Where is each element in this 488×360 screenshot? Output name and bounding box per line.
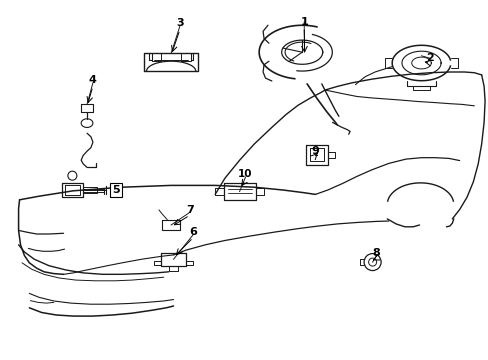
Text: 1: 1 bbox=[300, 17, 307, 27]
Text: 9: 9 bbox=[311, 146, 319, 156]
Text: 2: 2 bbox=[426, 53, 433, 63]
Text: 10: 10 bbox=[238, 168, 252, 179]
Text: 6: 6 bbox=[189, 227, 197, 237]
Text: 4: 4 bbox=[89, 75, 97, 85]
Text: 7: 7 bbox=[185, 204, 193, 215]
Text: 3: 3 bbox=[176, 18, 183, 28]
Text: 8: 8 bbox=[372, 248, 380, 258]
Text: 5: 5 bbox=[112, 185, 120, 195]
